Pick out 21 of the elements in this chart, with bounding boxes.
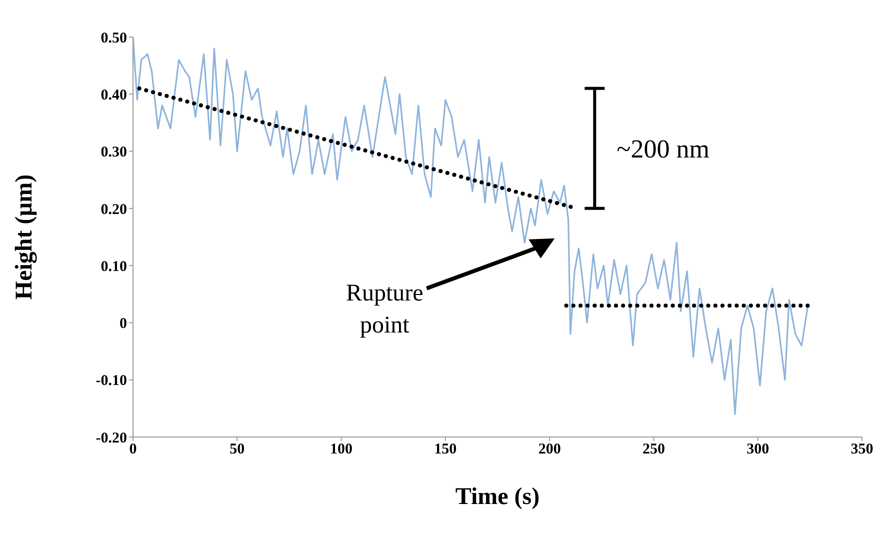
x-tick-label: 150 xyxy=(434,442,457,458)
x-tick-label: 300 xyxy=(746,442,770,458)
annotation: Rupture point xyxy=(346,280,424,338)
x-tick-label: 100 xyxy=(330,442,353,458)
x-tick-label: 50 xyxy=(230,442,245,458)
annotation: ~200 nm xyxy=(616,134,710,164)
y-tick-label: 0.40 xyxy=(100,87,127,104)
x-tick-label: 250 xyxy=(642,442,665,458)
x-tick-label: 0 xyxy=(129,442,137,458)
y-tick-label: 0 xyxy=(120,316,127,332)
y-axis-title: Height (µm) xyxy=(12,174,38,300)
y-tick-label: 0.30 xyxy=(100,144,127,161)
y-tick-label: 0.20 xyxy=(100,202,127,218)
line-series xyxy=(133,37,809,415)
y-tick-label: 0.50 xyxy=(100,30,127,46)
x-axis-title: Time (s) xyxy=(455,484,540,510)
y-tick-label: 0.10 xyxy=(100,258,127,275)
x-tick-label: 350 xyxy=(850,442,874,458)
y-tick-label: -0.20 xyxy=(96,430,127,446)
x-tick-label: 200 xyxy=(538,442,561,458)
y-tick-label: -0.10 xyxy=(96,373,127,390)
